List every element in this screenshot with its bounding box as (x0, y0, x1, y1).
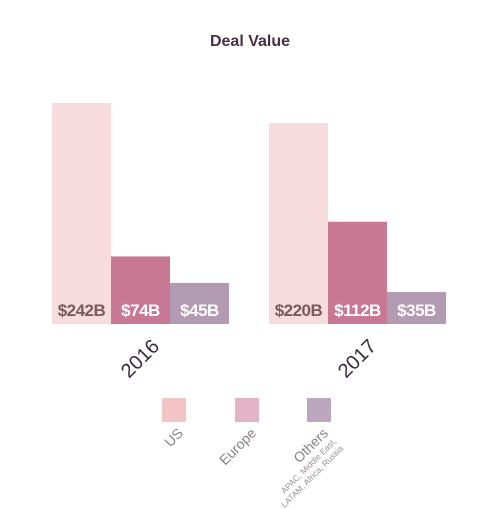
bar-others-2016 (170, 282, 229, 324)
legend-label-europe: Europe (216, 425, 259, 468)
data-label-europe-2017: $112B (334, 301, 381, 320)
legend-swatch-us (162, 398, 186, 422)
data-label-others-2016: $45B (180, 301, 219, 320)
bar-us-2016 (52, 103, 111, 324)
data-label-europe-2016: $74B (121, 301, 160, 320)
bar-labels-layer: $242B $74B $45B $220B $112B $35B (58, 301, 437, 320)
data-label-others-2017: $35B (397, 301, 436, 320)
legend-swatch-others (307, 398, 331, 422)
bars-layer (52, 103, 446, 324)
chart-title: Deal Value (210, 33, 290, 50)
category-labels-layer: 2016 2017 (117, 335, 381, 382)
data-label-us-2017: $220B (275, 301, 323, 320)
legend-entry-us: US (161, 425, 186, 450)
data-label-us-2016: $242B (58, 301, 106, 320)
category-label-2017: 2017 (334, 335, 381, 382)
bar-others-2017 (387, 292, 446, 324)
legend-label-us: US (161, 425, 186, 450)
bar-europe-2016 (111, 256, 170, 324)
legend-entry-europe: Europe (216, 425, 259, 468)
bar-europe-2017 (328, 221, 387, 324)
legend-swatch-europe (235, 398, 259, 422)
category-label-2016: 2016 (117, 335, 164, 382)
bar-us-2017 (269, 123, 328, 324)
